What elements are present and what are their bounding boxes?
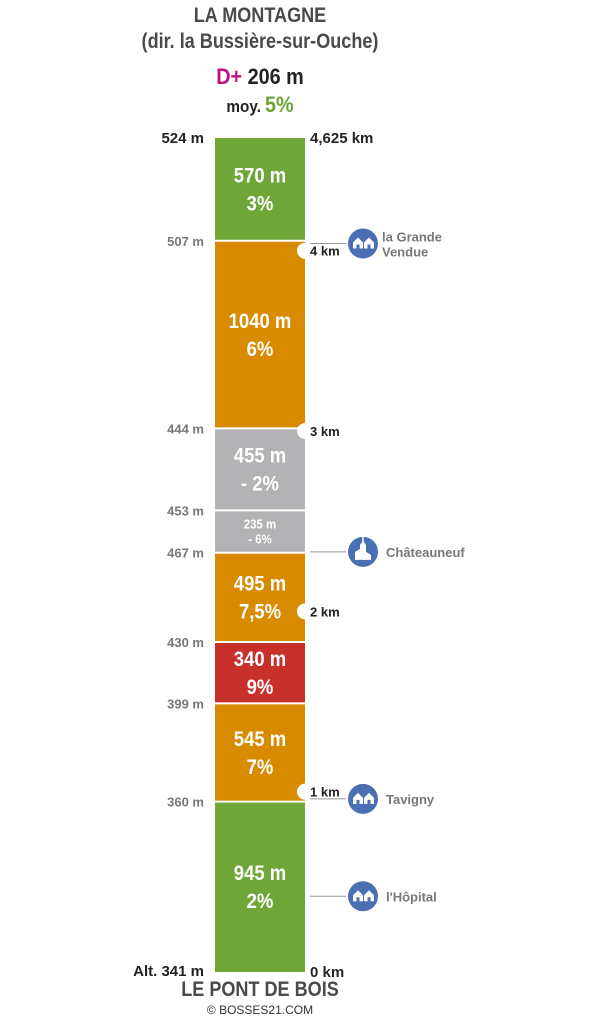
segment-length-label: 570 m: [234, 165, 286, 188]
segment-grade-label: 9%: [247, 676, 274, 699]
elevation-gain-label: D+: [216, 64, 243, 89]
segment-bar: [215, 138, 305, 241]
segment-length-label: 340 m: [234, 648, 286, 671]
segment-grade-label: - 2%: [241, 473, 279, 496]
segment-length-label: 545 m: [234, 728, 286, 751]
segment-bar: [215, 703, 305, 802]
average-grade-value: 5%: [264, 92, 294, 117]
climb-direction: (dir. la Bussière-sur-Ouche): [141, 30, 379, 53]
km-notch: [297, 783, 313, 800]
km-label: 3 km: [310, 424, 340, 439]
segment-grade-label: 7%: [247, 756, 274, 779]
segment-bar: [215, 642, 305, 704]
house-door: [356, 897, 360, 902]
segment-bar: [215, 428, 305, 511]
segment-grade-label: 6%: [247, 338, 274, 361]
km-label: 2 km: [310, 604, 340, 619]
segment-bar: [215, 510, 305, 553]
average-grade-label: moy.: [226, 97, 261, 116]
house-door: [356, 799, 360, 804]
segment-grade-label: 2%: [247, 890, 274, 913]
altitude-label: 360 m: [167, 795, 204, 810]
altitude-label: 453 m: [167, 503, 204, 518]
km-label: 0 km: [310, 964, 344, 981]
km-notch: [297, 603, 313, 620]
altitude-label: 430 m: [167, 635, 204, 650]
segment-length-label: 945 m: [234, 862, 286, 885]
place-name: Tavigny: [386, 792, 435, 807]
elevation-gain-value: 206 m: [247, 64, 304, 89]
climb-start-name: LE PONT DE BOIS: [181, 978, 339, 1001]
house-door: [356, 244, 360, 249]
segment-length-label: 495 m: [234, 573, 286, 596]
average-grade: moy. 5%: [26, 92, 494, 118]
segment-grade-label: - 6%: [248, 532, 272, 547]
place-name: la Grande: [382, 229, 442, 244]
house-shape: [353, 237, 363, 249]
segment-length-label: 235 m: [244, 517, 277, 532]
km-label: 4 km: [310, 244, 340, 259]
house-shape: [353, 890, 363, 902]
place-name: l'Hôpital: [386, 889, 437, 904]
place-name: Vendue: [382, 244, 428, 259]
altitude-label: 444 m: [167, 421, 204, 436]
altitude-label: 524 m: [161, 130, 204, 147]
credit-text: © BOSSES21.COM: [206, 1003, 314, 1017]
km-label: 1 km: [310, 785, 340, 800]
segment-bar: [215, 240, 305, 429]
altitude-label: 399 m: [167, 696, 204, 711]
house-door: [367, 897, 371, 902]
km-label: 4,625 km: [310, 130, 373, 147]
house-shape: [364, 237, 374, 249]
segment-length-label: 455 m: [234, 445, 286, 468]
segment-length-label: 1040 m: [229, 310, 292, 333]
house-shape: [364, 890, 374, 902]
segment-grade-label: 7,5%: [239, 601, 281, 624]
altitude-label: 467 m: [167, 546, 204, 561]
segment-grade-label: 3%: [247, 193, 274, 216]
altitude-label: Alt. 341 m: [133, 963, 204, 980]
church-shape: [355, 540, 371, 560]
segment-bar: [215, 801, 305, 972]
km-notch: [297, 242, 313, 259]
place-name: Châteauneuf: [386, 545, 465, 560]
house-shape: [353, 792, 363, 804]
house-door: [367, 244, 371, 249]
climb-title: LA MONTAGNE: [193, 4, 327, 27]
elevation-gain: D+ 206 m: [26, 64, 494, 90]
house-door: [367, 799, 371, 804]
km-notch: [297, 423, 313, 440]
segment-bar: [215, 552, 305, 643]
house-shape: [364, 792, 374, 804]
altitude-label: 507 m: [167, 234, 204, 249]
